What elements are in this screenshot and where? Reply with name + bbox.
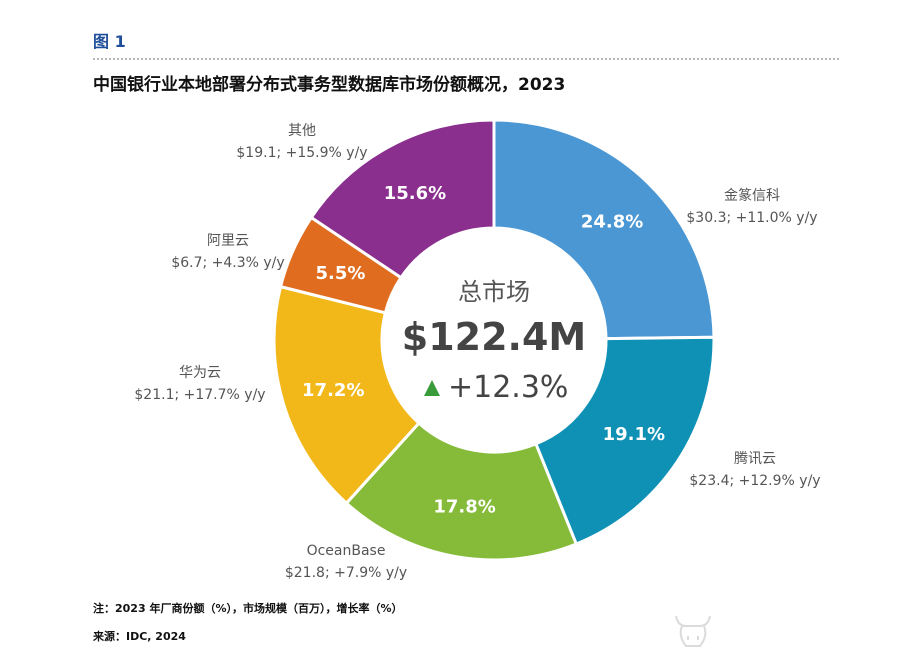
center-label: 总市场	[458, 278, 530, 306]
vendor-name: OceanBase	[307, 543, 386, 559]
vendor-name: 其他	[288, 123, 316, 139]
donut-slice	[272, 284, 422, 506]
vendor-detail: $19.1; +15.9% y/y	[236, 145, 367, 161]
footnote: 注：2023 年厂商份额（%），市场规模（百万），增长率（%）	[93, 602, 403, 615]
donut-slice	[533, 335, 716, 546]
vendor-detail: $23.4; +12.9% y/y	[689, 473, 820, 489]
dotted-divider	[93, 58, 839, 60]
donut-slices	[272, 118, 716, 562]
center-total-value: $122.4M	[402, 315, 586, 359]
share-label: 17.8%	[433, 496, 495, 517]
share-label: 5.5%	[315, 263, 365, 284]
donut-slice	[344, 420, 579, 562]
donut-chart: 24.8% 19.1% 17.8% 17.2% 5.5% 15.6% 金篆信科 $30.3;…	[134, 118, 821, 581]
share-label: 17.2%	[302, 380, 364, 401]
vendor-detail: $21.1; +17.7% y/y	[134, 387, 265, 403]
share-label: 19.1%	[603, 424, 665, 445]
vendor-detail: $21.8; +7.9% y/y	[285, 565, 407, 581]
up-triangle-icon	[424, 380, 440, 396]
center-growth-value: +12.3%	[448, 370, 568, 405]
share-labels: 24.8% 19.1% 17.8% 17.2% 5.5% 15.6%	[302, 183, 665, 518]
figure-label: 图 1	[93, 32, 126, 51]
vendor-name: 阿里云	[207, 233, 249, 249]
vendor-name: 金篆信科	[724, 187, 780, 204]
vendor-name: 华为云	[179, 365, 221, 381]
donut-slice	[309, 118, 496, 280]
center-summary: 总市场 $122.4M +12.3%	[402, 278, 586, 405]
vendor-labels: 金篆信科 $30.3; +11.0% y/y 腾讯云 $23.4; +12.9% y/…	[134, 123, 820, 581]
share-label: 24.8%	[581, 211, 643, 232]
vendor-name: 腾讯云	[734, 450, 776, 467]
chart-title: 中国银行业本地部署分布式事务型数据库市场份额概况，2023	[93, 75, 566, 95]
share-label: 15.6%	[384, 183, 446, 204]
donut-slice	[492, 118, 716, 341]
vendor-detail: $6.7; +4.3% y/y	[171, 255, 284, 271]
vendor-detail: $30.3; +11.0% y/y	[686, 210, 817, 226]
source-note: 来源：IDC, 2024	[93, 630, 186, 643]
bull-logo-icon	[675, 615, 711, 647]
